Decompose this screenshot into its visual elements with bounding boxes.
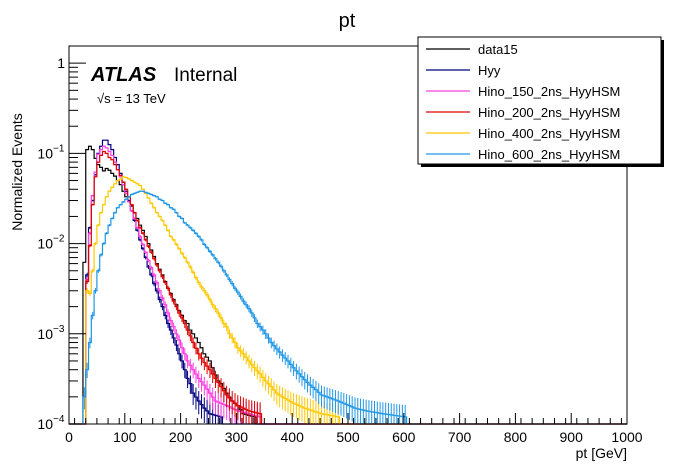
legend-entry: Hyy [426,63,501,78]
internal-label: Internal [174,65,237,86]
x-axis-label: pt [GeV] [576,445,627,461]
series-Hino_200_2ns_HyyHSM [69,150,627,425]
x-tick-label: 500 [336,429,360,445]
y-tick-label: 10 [37,236,53,252]
series-Hino_150_2ns_HyyHSM [69,145,627,425]
legend-entry: data15 [426,42,518,57]
x-tick-label: 600 [392,429,416,445]
atlas-label: ATLAS [90,64,157,86]
x-tick-label: 0 [65,429,73,445]
y-tick-exponent: −1 [53,143,65,154]
histogram-line [69,145,627,425]
legend-label: Hino_400_2ns_HyyHSM [478,126,620,141]
series-Hino_600_2ns_HyyHSM [69,190,627,425]
y-tick-label: 10 [37,145,53,161]
legend: data15 Hyy Hino_150_2ns_HyyHSM Hino_200_2ns… [417,36,664,167]
series-data15 [69,145,627,425]
series-layer [69,139,627,425]
legend-label: Hyy [478,63,501,78]
legend-entry: Hino_150_2ns_HyyHSM [426,84,620,99]
chart-title: pt [339,10,356,32]
x-tick-label: 700 [448,429,472,445]
y-axis-label: Normalized Events [9,113,25,231]
legend-entry: Hino_600_2ns_HyyHSM [426,147,620,162]
series-Hino_400_2ns_HyyHSM [69,176,627,425]
y-tick-exponent: −2 [53,234,65,245]
legend-label: Hino_150_2ns_HyyHSM [478,84,620,99]
legend-label: data15 [478,42,518,57]
y-tick-label: 10 [37,326,53,342]
x-tick-label: 400 [281,429,305,445]
legend-label: Hino_600_2ns_HyyHSM [478,147,620,162]
series-Hyy [69,139,627,425]
y-tick-label: 10 [37,416,53,432]
histogram-line [69,176,627,425]
legend-box [417,36,662,165]
histogram-line [69,139,627,425]
y-tick-exponent: −4 [53,414,65,425]
x-tick-label: 100 [113,429,137,445]
y-tick-exponent: −3 [53,324,65,335]
legend-label: Hino_200_2ns_HyyHSM [478,105,620,120]
y-tick-label: 1 [57,55,65,71]
histogram-line [69,145,627,425]
energy-label: √s = 13 TeV [97,91,166,106]
legend-entry: Hino_400_2ns_HyyHSM [426,126,620,141]
x-tick-label: 900 [560,429,584,445]
legend-entry: Hino_200_2ns_HyyHSM [426,105,620,120]
x-tick-label: 200 [169,429,193,445]
x-tick-label: 800 [504,429,528,445]
x-tick-label: 1000 [611,429,642,445]
histogram-line [69,150,627,425]
x-tick-label: 300 [225,429,249,445]
histogram-line [69,190,627,425]
